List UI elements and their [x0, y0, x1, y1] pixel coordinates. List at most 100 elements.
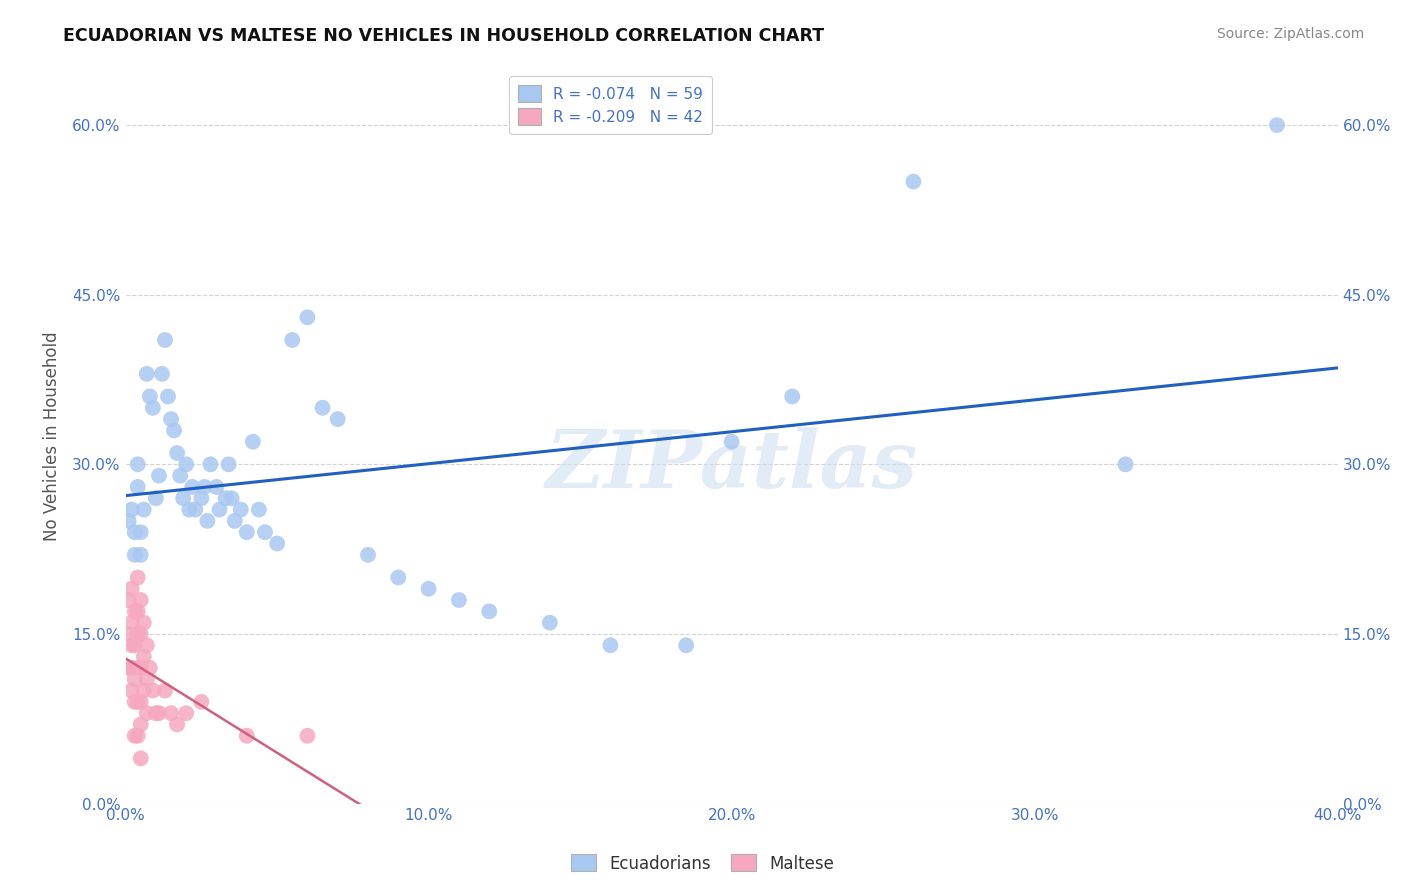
Point — [117, 661, 139, 675]
Point — [153, 683, 176, 698]
Point — [478, 604, 501, 618]
Point — [190, 695, 212, 709]
Point — [200, 458, 222, 472]
Point — [121, 683, 143, 698]
Point — [179, 502, 201, 516]
Point — [124, 729, 146, 743]
Point — [247, 502, 270, 516]
Point — [160, 412, 183, 426]
Point — [127, 604, 149, 618]
Point — [236, 525, 259, 540]
Point — [121, 582, 143, 596]
Point — [117, 627, 139, 641]
Point — [218, 458, 240, 472]
Point — [129, 627, 152, 641]
Point — [127, 729, 149, 743]
Point — [357, 548, 380, 562]
Point — [129, 661, 152, 675]
Point — [142, 401, 165, 415]
Point — [418, 582, 440, 596]
Point — [166, 446, 188, 460]
Point — [124, 525, 146, 540]
Point — [132, 615, 155, 630]
Point — [135, 367, 157, 381]
Text: ZIPatlas: ZIPatlas — [546, 426, 918, 504]
Point — [117, 593, 139, 607]
Point — [224, 514, 246, 528]
Point — [129, 751, 152, 765]
Point — [135, 672, 157, 686]
Point — [121, 615, 143, 630]
Point — [160, 706, 183, 720]
Point — [145, 706, 167, 720]
Point — [124, 672, 146, 686]
Point — [129, 548, 152, 562]
Point — [447, 593, 470, 607]
Point — [145, 491, 167, 506]
Point — [139, 661, 162, 675]
Point — [1265, 118, 1288, 132]
Point — [132, 683, 155, 698]
Point — [266, 536, 288, 550]
Point — [172, 491, 194, 506]
Point — [132, 502, 155, 516]
Point — [675, 638, 697, 652]
Point — [127, 480, 149, 494]
Point — [214, 491, 236, 506]
Point — [121, 502, 143, 516]
Point — [297, 729, 319, 743]
Point — [139, 389, 162, 403]
Point — [903, 175, 925, 189]
Point — [184, 502, 207, 516]
Point — [117, 514, 139, 528]
Point — [127, 661, 149, 675]
Point — [127, 695, 149, 709]
Point — [129, 717, 152, 731]
Point — [127, 458, 149, 472]
Point — [311, 401, 333, 415]
Point — [780, 389, 803, 403]
Point — [174, 706, 197, 720]
Point — [150, 367, 173, 381]
Point — [326, 412, 349, 426]
Point — [129, 593, 152, 607]
Point — [193, 480, 215, 494]
Point — [124, 638, 146, 652]
Point — [253, 525, 276, 540]
Point — [163, 424, 186, 438]
Point — [1115, 458, 1137, 472]
Point — [129, 695, 152, 709]
Point — [208, 502, 231, 516]
Point — [720, 434, 742, 449]
Legend: Ecuadorians, Maltese: Ecuadorians, Maltese — [565, 847, 841, 880]
Point — [156, 389, 179, 403]
Point — [169, 468, 191, 483]
Point — [181, 480, 204, 494]
Point — [129, 525, 152, 540]
Point — [124, 604, 146, 618]
Point — [387, 570, 409, 584]
Text: ECUADORIAN VS MALTESE NO VEHICLES IN HOUSEHOLD CORRELATION CHART: ECUADORIAN VS MALTESE NO VEHICLES IN HOU… — [63, 27, 824, 45]
Point — [153, 333, 176, 347]
Y-axis label: No Vehicles in Household: No Vehicles in Household — [44, 331, 60, 541]
Point — [242, 434, 264, 449]
Point — [166, 717, 188, 731]
Point — [205, 480, 228, 494]
Point — [135, 638, 157, 652]
Point — [148, 706, 170, 720]
Point — [124, 695, 146, 709]
Point — [132, 649, 155, 664]
Point — [142, 683, 165, 698]
Point — [127, 627, 149, 641]
Text: Source: ZipAtlas.com: Source: ZipAtlas.com — [1216, 27, 1364, 41]
Point — [281, 333, 304, 347]
Point — [221, 491, 243, 506]
Point — [599, 638, 621, 652]
Legend: R = -0.074   N = 59, R = -0.209   N = 42: R = -0.074 N = 59, R = -0.209 N = 42 — [509, 76, 711, 134]
Point — [174, 458, 197, 472]
Point — [121, 638, 143, 652]
Point — [297, 310, 319, 325]
Point — [148, 468, 170, 483]
Point — [124, 548, 146, 562]
Point — [538, 615, 561, 630]
